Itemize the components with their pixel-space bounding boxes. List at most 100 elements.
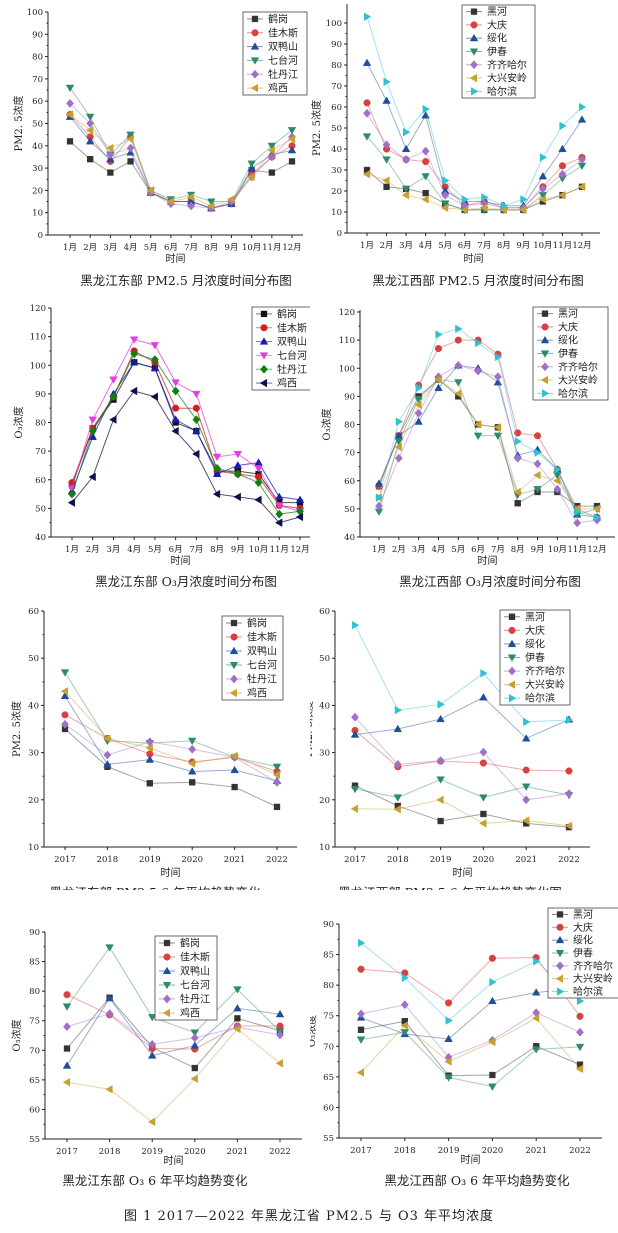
series-line [366, 16, 583, 207]
data-point [577, 182, 586, 192]
y-axis-label: PM2. 5浓度 [12, 95, 25, 151]
series-大兴安岭 [362, 169, 586, 215]
data-point [267, 142, 277, 151]
series-哈尔滨 [363, 12, 587, 210]
data-point [393, 805, 401, 814]
legend-label: 大庆 [573, 921, 593, 934]
x-tick-label: 2020 [184, 1147, 206, 1157]
x-tick-label: 3月 [103, 243, 117, 253]
x-tick-label: 7月 [491, 545, 505, 555]
x-tick-label: 2019 [430, 855, 452, 865]
data-point [60, 669, 70, 677]
data-point [454, 379, 463, 387]
data-point [186, 192, 195, 202]
data-point [573, 518, 582, 528]
data-point [288, 158, 296, 165]
legend-marker [556, 911, 564, 918]
y-tick-label: 40 [28, 701, 39, 711]
data-point [521, 734, 531, 742]
data-point [494, 352, 503, 362]
data-point [421, 173, 430, 181]
y-tick-label: 10 [32, 209, 43, 219]
x-tick-label: 1月 [360, 241, 374, 251]
data-point [187, 737, 197, 746]
series-line [354, 696, 570, 740]
y-tick-label: 90 [32, 30, 43, 40]
y-tick-label: 60 [32, 97, 43, 107]
x-axis-label: 时间 [453, 866, 473, 879]
series-line [64, 690, 278, 776]
legend-marker [540, 375, 549, 385]
legend-label: 鹤岗 [247, 617, 267, 630]
data-point [395, 417, 404, 426]
legend-marker [259, 378, 268, 388]
chart-panel: 0 10 20 30 40 50 60 70 80 90 100 1月 2月 3月 4月 5月 6月 7月 8月 9月… [310, 4, 600, 288]
x-tick-label: 2020 [482, 1146, 504, 1156]
data-point [103, 734, 111, 743]
data-point [85, 137, 95, 145]
legend-label: 鸡西 [277, 377, 297, 390]
x-tick-label: 5月 [451, 545, 465, 555]
data-point [147, 1117, 156, 1127]
data-point [88, 472, 96, 482]
data-point [554, 465, 562, 474]
legend-marker [556, 961, 564, 971]
series-哈尔滨 [351, 620, 574, 727]
data-point [578, 155, 586, 164]
data-point [233, 1003, 242, 1012]
legend-label: 大兴安岭 [558, 374, 598, 387]
x-tick-label: 12月 [282, 243, 301, 253]
data-point [254, 465, 263, 473]
legend-label: 哈尔滨 [525, 692, 555, 705]
legend-label: 牡丹江 [180, 993, 210, 1006]
y-tick-label: 70 [32, 75, 43, 85]
data-point [445, 1016, 453, 1025]
data-point [105, 1009, 114, 1019]
legend-marker [507, 680, 516, 689]
x-tick-label: 1月 [65, 545, 79, 555]
data-point [402, 155, 411, 164]
legend-marker [470, 60, 478, 70]
data-point [479, 203, 488, 213]
data-point [356, 1036, 366, 1044]
data-point [559, 121, 567, 131]
legend-marker [250, 42, 260, 50]
y-tick-label: 50 [344, 505, 355, 515]
legend-marker [251, 15, 259, 23]
series-牡丹江 [61, 719, 281, 787]
data-point [272, 763, 282, 772]
data-point [489, 1071, 496, 1079]
data-point [414, 400, 422, 410]
data-point [444, 1034, 453, 1042]
data-point [393, 724, 403, 733]
data-point [553, 472, 562, 480]
data-point [106, 150, 115, 160]
data-point [479, 693, 488, 701]
data-point [129, 358, 139, 366]
data-point [233, 450, 243, 459]
legend-marker [260, 310, 268, 318]
x-tick-label: 6月 [458, 241, 472, 251]
legend-label: 牡丹江 [277, 363, 307, 376]
x-axis-label: 时间 [166, 252, 186, 265]
data-point [574, 507, 582, 516]
x-tick-label: 2018 [387, 855, 409, 865]
data-point [148, 1039, 157, 1049]
legend-label: 鹤岗 [268, 12, 288, 25]
series-line [66, 946, 281, 1034]
x-tick-label: 2022 [266, 855, 288, 865]
x-tick-label: 4月 [127, 545, 141, 555]
data-point [106, 143, 114, 153]
x-tick-label: 2019 [139, 855, 161, 865]
y-tick-label: 30 [32, 164, 43, 174]
x-tick-label: 3月 [412, 545, 426, 555]
y-tick-label: 60 [319, 607, 330, 617]
data-point [479, 819, 487, 828]
data-point [233, 469, 242, 479]
series-line [360, 1004, 581, 1058]
data-point [421, 195, 429, 204]
data-point [394, 705, 403, 715]
legend-marker [541, 362, 549, 372]
series-line [354, 785, 570, 828]
y-tick-label: 85 [323, 951, 334, 961]
